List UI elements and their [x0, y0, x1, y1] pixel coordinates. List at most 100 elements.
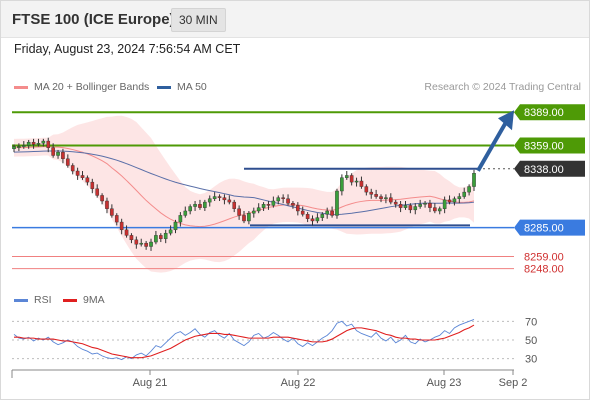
candle-body	[266, 204, 271, 206]
candle-body	[114, 215, 119, 223]
levels-layer	[12, 111, 514, 270]
candle-body	[212, 196, 217, 199]
candle-body	[105, 200, 109, 209]
level-label-1: 8359.00	[524, 141, 564, 153]
level-label-4: 8259.00	[524, 251, 564, 263]
rsi-layer: 70 50 30	[12, 316, 537, 366]
legend-ma50: MA 50	[157, 81, 207, 93]
ma50-swatch	[157, 85, 171, 89]
candle-body	[320, 214, 325, 218]
level-tag-0	[514, 104, 585, 121]
candle-body	[139, 242, 144, 245]
candle-body	[413, 206, 418, 211]
candle-body	[359, 180, 364, 187]
level-label-2: 8338.00	[524, 164, 564, 176]
candle-body	[271, 200, 276, 206]
level-tag-1	[514, 137, 585, 154]
ma20-swatch	[14, 85, 28, 89]
legend-rsi-ma-label: 9MA	[83, 294, 105, 306]
datetime-label: Friday, August 23, 2024 7:56:54 AM CET	[14, 42, 241, 56]
candle-body	[188, 206, 192, 212]
candle-body	[66, 158, 70, 166]
instrument-title: FTSE 100 (ICE Europe)	[12, 11, 175, 28]
candle-body	[31, 141, 36, 145]
candle-body	[247, 212, 251, 222]
candle-body	[330, 210, 334, 216]
candle-body	[119, 221, 124, 231]
candle-body	[237, 208, 241, 216]
projection-layer	[476, 110, 514, 172]
candle-body	[26, 141, 31, 146]
candle-body	[198, 204, 202, 208]
candle-body	[457, 196, 462, 199]
candle-body	[374, 194, 378, 197]
rsi-tick-label-0: 70	[525, 316, 537, 328]
candle-body	[369, 191, 374, 195]
level-label-3: 8285.00	[524, 223, 564, 235]
candle-body	[325, 210, 329, 215]
candle-body	[21, 145, 26, 147]
legend-rsi-ma: 9MA	[63, 294, 105, 306]
candle-body	[124, 229, 129, 236]
candle-body	[340, 177, 344, 192]
candle-body	[354, 180, 359, 183]
candle-body	[203, 201, 207, 208]
candle-body	[168, 229, 173, 234]
candle-body	[51, 147, 55, 156]
legend-ma20: MA 20 + Bollinger Bands	[14, 81, 149, 93]
candle-body	[85, 177, 90, 183]
candle-body	[300, 210, 305, 215]
candle-body	[173, 221, 178, 231]
candle-body	[222, 197, 227, 201]
candle-body	[207, 198, 212, 203]
candle-body	[296, 205, 300, 212]
candle-body	[70, 165, 75, 172]
projection-arrow-head	[498, 110, 514, 131]
candle-body	[100, 195, 104, 202]
rsi-tick-label-1: 50	[525, 335, 537, 347]
rsi-series-0	[13, 319, 475, 361]
timeframe-button[interactable]: 30 MIN	[171, 8, 226, 32]
time-tick-label-2: Aug 23	[427, 377, 462, 389]
rsi-swatch	[14, 298, 28, 302]
candle-body	[178, 215, 183, 223]
ma50-line	[13, 150, 475, 216]
candle-body	[36, 143, 41, 145]
candle-body	[256, 207, 261, 212]
candle-body	[95, 188, 99, 196]
level-label-0: 8389.00	[524, 107, 564, 119]
candle-body	[364, 186, 369, 193]
candle-body	[423, 203, 427, 205]
candle-body	[41, 140, 46, 144]
legend-rsi-label: RSI	[34, 294, 52, 306]
candle-body	[384, 197, 388, 199]
candle-body	[217, 196, 222, 198]
candle-body	[80, 175, 85, 178]
candle-body	[281, 197, 285, 199]
candle-body	[129, 235, 134, 241]
candle-body	[46, 140, 51, 148]
level-label-5: 8248.00	[524, 264, 564, 276]
level-tag-3	[514, 219, 585, 236]
time-tick-label-0: Aug 21	[133, 377, 168, 389]
candle-body	[310, 218, 315, 222]
candle-body	[149, 241, 153, 247]
candle-body	[403, 205, 408, 208]
candle-body	[144, 242, 148, 247]
candle-body	[291, 203, 295, 206]
candle-body	[344, 175, 349, 178]
candle-body	[163, 232, 168, 239]
candle-body	[467, 186, 471, 193]
candle-body	[261, 204, 266, 208]
candle-body	[418, 204, 422, 207]
bollinger-band-layer	[14, 115, 474, 273]
candle-body	[61, 151, 65, 160]
candle-body	[90, 181, 95, 189]
candle-body	[75, 170, 80, 176]
legend-ma20-label: MA 20 + Bollinger Bands	[34, 81, 150, 93]
rsi-ma-swatch	[63, 298, 77, 302]
candle-body	[428, 203, 432, 208]
candle-body	[349, 175, 354, 183]
bollinger-band	[14, 115, 474, 273]
candle-body	[389, 197, 393, 203]
